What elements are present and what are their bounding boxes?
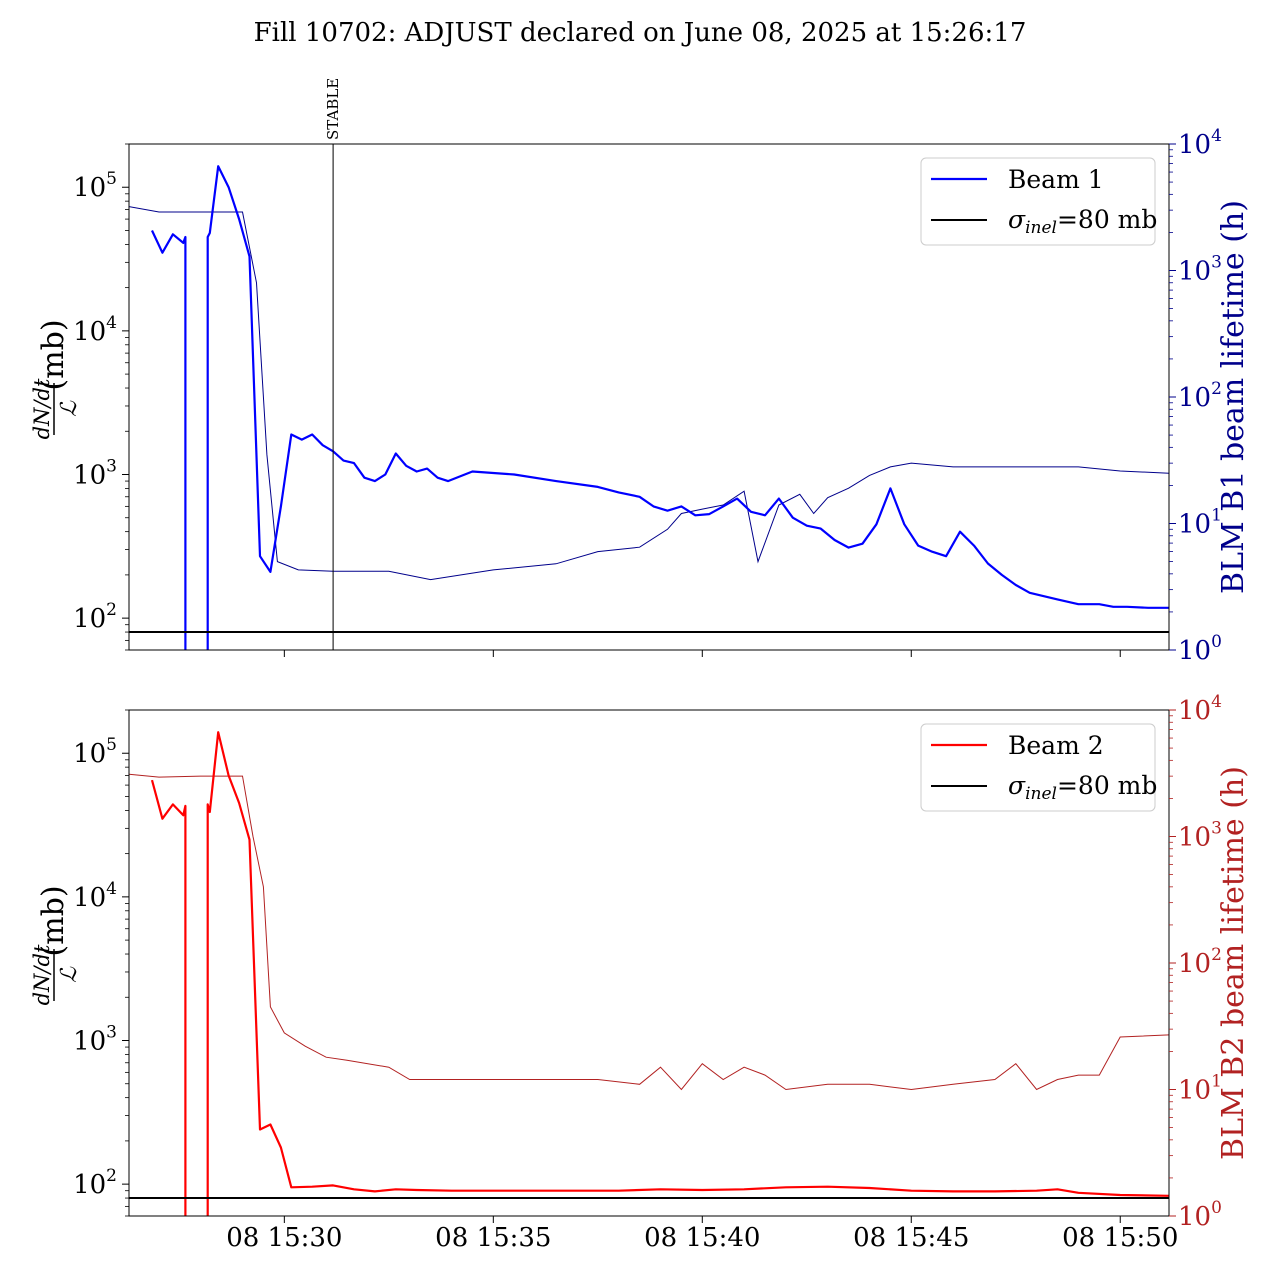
bottom-left-tick-label: 104 bbox=[73, 879, 117, 913]
bottom-left-tick-label: 103 bbox=[73, 1023, 117, 1057]
bottom-right-tick-label: 102 bbox=[1178, 945, 1222, 979]
bottom-legend-ref-label: σinel=80 mb bbox=[1008, 771, 1157, 804]
top-right-axis-label: BLM B1 beam lifetime (h) bbox=[1216, 200, 1251, 594]
bottom-right-tick-label: 100 bbox=[1178, 1198, 1222, 1232]
bottom-panel: 102 103 104 105 100 101 102 103 104 08 15:30 08 15… bbox=[30, 692, 1251, 1253]
bottom-left-tick-label: 102 bbox=[73, 1166, 117, 1200]
stable-marker-label: STABLE bbox=[324, 78, 342, 140]
page-title: Fill 10702: ADJUST declared on June 08, … bbox=[253, 18, 1027, 48]
top-right-tick-label: 100 bbox=[1178, 632, 1222, 666]
bottom-beam-line bbox=[150, 731, 1169, 1216]
bottom-legend-beam-label: Beam 2 bbox=[1008, 731, 1104, 760]
top-left-axis-label: dN/dt ℒ (mb) bbox=[30, 319, 82, 439]
top-legend-beam-label: Beam 1 bbox=[1008, 165, 1104, 194]
top-right-tick-label: 104 bbox=[1178, 126, 1222, 160]
bottom-x-tick-label: 08 15:35 bbox=[435, 1223, 551, 1253]
bottom-x-tick-label: 08 15:30 bbox=[226, 1223, 342, 1253]
top-left-axis-label-num: dN/dt bbox=[30, 378, 54, 439]
bottom-right-axis-label: BLM B2 beam lifetime (h) bbox=[1216, 766, 1251, 1160]
top-left-tick-label: 103 bbox=[73, 457, 117, 491]
bottom-left-tick-label: 105 bbox=[73, 735, 117, 769]
top-left-axis-label-den: ℒ bbox=[57, 400, 82, 417]
bottom-lifetime-line bbox=[129, 773, 1169, 1091]
bottom-right-tick-label: 104 bbox=[1178, 692, 1222, 726]
bottom-x-tick-label: 08 15:50 bbox=[1062, 1223, 1178, 1253]
bottom-left-axis-label-den: ℒ bbox=[57, 966, 82, 983]
bottom-left-axis-label-num: dN/dt bbox=[30, 944, 54, 1005]
top-legend-ref-label: σinel=80 mb bbox=[1008, 205, 1157, 238]
top-lifetime-line bbox=[129, 206, 1169, 581]
top-plot-area bbox=[129, 165, 1169, 650]
bottom-x-tick-label: 08 15:40 bbox=[644, 1223, 760, 1253]
top-left-tick-label: 102 bbox=[73, 600, 117, 634]
top-left-tick-label: 105 bbox=[73, 169, 117, 203]
top-right-tick-label: 102 bbox=[1178, 379, 1222, 413]
top-right-tick-label: 101 bbox=[1178, 506, 1222, 540]
bottom-x-tick-label: 08 15:45 bbox=[853, 1223, 969, 1253]
top-left-tick-label: 104 bbox=[73, 313, 117, 347]
bottom-right-tick-label: 103 bbox=[1178, 819, 1222, 853]
top-panel: STABLE 102 103 104 105 100 101 102 103 104 dN/dt ℒ (… bbox=[30, 78, 1251, 666]
top-left-axis-label-unit: (mb) bbox=[36, 319, 71, 390]
top-beam-line bbox=[151, 165, 1169, 650]
bottom-left-axis-label-unit: (mb) bbox=[36, 885, 71, 956]
bottom-right-tick-label: 101 bbox=[1178, 1072, 1222, 1106]
top-right-tick-label: 103 bbox=[1178, 253, 1222, 287]
bottom-plot-area bbox=[129, 731, 1169, 1216]
bottom-left-axis-label: dN/dt ℒ (mb) bbox=[30, 885, 82, 1005]
